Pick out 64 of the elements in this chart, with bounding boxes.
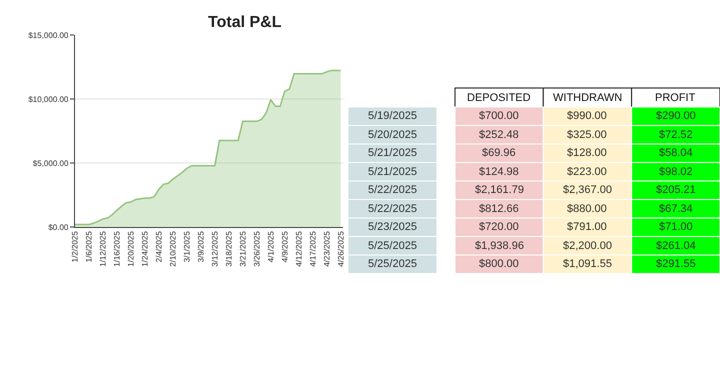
category-label: 5/25/2025 <box>368 240 417 252</box>
x-tick-label: 1/20/2025 <box>126 230 136 267</box>
data-label: $700.00 <box>479 110 519 122</box>
data-label: $325.00 <box>567 129 607 141</box>
data-label: $2,367.00 <box>563 184 612 196</box>
data-label: $812.66 <box>479 203 519 215</box>
series-label: PROFIT <box>655 92 696 104</box>
data-label: $880.00 <box>567 203 607 215</box>
data-label: $128.00 <box>567 147 607 159</box>
data-label: $800.00 <box>479 258 519 270</box>
series-label: WITHDRAWN <box>553 92 622 104</box>
data-label: $1,938.96 <box>475 240 524 252</box>
category-label: 5/19/2025 <box>368 110 417 122</box>
x-tick-label: 4/26/2025 <box>336 230 346 267</box>
data-label: $990.00 <box>567 110 607 122</box>
category-label: 5/22/2025 <box>368 184 417 196</box>
x-tick-label: 4/23/2025 <box>322 230 332 267</box>
data-label: $69.96 <box>482 147 516 159</box>
x-tick-label: 4/12/2025 <box>294 230 304 267</box>
data-label: $58.04 <box>659 147 693 159</box>
data-label: $67.34 <box>659 203 693 215</box>
data-label: $124.98 <box>479 166 519 178</box>
x-tick-label: 3/1/2025 <box>182 230 192 262</box>
data-label: $1,091.55 <box>563 258 612 270</box>
x-tick-label: 3/21/2025 <box>238 230 248 267</box>
x-tick-label: 3/9/2025 <box>196 230 206 262</box>
data-label: $720.00 <box>479 221 519 233</box>
y-tick-label: $5,000.00 <box>32 158 69 168</box>
data-label: $291.55 <box>656 258 696 270</box>
data-label: $252.48 <box>479 129 519 141</box>
category-label: 5/23/2025 <box>368 221 417 233</box>
x-tick-label: 4/1/2025 <box>266 230 276 262</box>
y-tick-label: $15,000.00 <box>28 30 69 40</box>
x-tick-label: 3/12/2025 <box>210 230 220 267</box>
y-tick-label: $0.00 <box>48 222 69 232</box>
x-tick-label: 1/2/2025 <box>70 230 80 262</box>
category-label: 5/25/2025 <box>368 258 417 270</box>
data-label: $98.02 <box>659 166 693 178</box>
x-tick-label: 4/9/2025 <box>280 230 290 262</box>
x-tick-label: 4/17/2025 <box>308 230 318 267</box>
data-label: $205.21 <box>656 184 696 196</box>
x-tick-label: 2/4/2025 <box>154 230 164 262</box>
x-tick-label: 1/6/2025 <box>84 230 94 262</box>
data-label: $791.00 <box>567 221 607 233</box>
category-label: 5/20/2025 <box>368 129 417 141</box>
data-label: $290.00 <box>656 110 696 122</box>
data-label: $2,161.79 <box>475 184 524 196</box>
y-tick-label: $10,000.00 <box>28 94 69 104</box>
x-tick-label: 1/12/2025 <box>98 230 108 267</box>
category-label: 5/21/2025 <box>368 166 417 178</box>
category-label: 5/22/2025 <box>368 203 417 215</box>
x-tick-label: 2/10/2025 <box>168 230 178 267</box>
chart-title: Total P&L <box>208 14 282 31</box>
series-label: DEPOSITED <box>467 92 531 104</box>
data-label: $261.04 <box>656 240 696 252</box>
data-label: $223.00 <box>567 166 607 178</box>
x-tick-label: 1/24/2025 <box>140 230 150 267</box>
data-label: $2,200.00 <box>563 240 612 252</box>
category-label: 5/21/2025 <box>368 147 417 159</box>
x-tick-label: 1/16/2025 <box>112 230 122 267</box>
x-tick-label: 3/26/2025 <box>252 230 262 267</box>
x-tick-label: 3/18/2025 <box>224 230 234 267</box>
data-label: $72.52 <box>659 129 693 141</box>
data-label: $71.00 <box>659 221 693 233</box>
